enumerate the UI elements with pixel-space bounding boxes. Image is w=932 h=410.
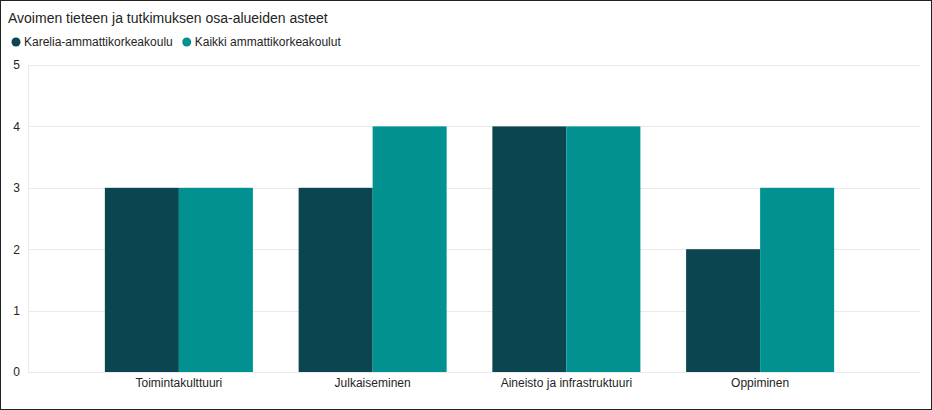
y-axis-line [28,66,29,373]
chart: Avoimen tieteen ja tutkimuksen osa-aluei… [0,0,932,410]
chart-frame [1,1,932,410]
y-tick: 0 [13,365,28,379]
y-axis: 0 1 2 3 4 5 [13,58,28,379]
x-tick-label: Oppiminen [731,376,789,390]
bar [686,249,760,372]
bar [105,188,179,372]
x-axis-line [28,372,920,373]
grid [28,66,920,373]
legend-label: Kaikki ammattikorkeakoulut [195,35,342,49]
chart-title: Avoimen tieteen ja tutkimuksen osa-aluei… [8,10,328,26]
y-tick-label: 4 [13,120,20,134]
y-tick-label: 2 [13,243,20,257]
y-tick-label: 0 [13,365,20,379]
legend-marker [182,38,191,47]
legend-label: Karelia-ammattikorkeakoulu [24,35,173,49]
x-tick: Toimintakulttuuri [136,372,223,390]
grid-line [28,372,920,373]
y-tick: 5 [13,58,28,72]
bars [105,126,834,372]
y-tick: 1 [13,304,28,318]
x-tick: Oppiminen [731,372,789,390]
legend-marker [12,38,21,47]
y-tick: 4 [13,120,28,134]
x-axis: Toimintakulttuuri Julkaiseminen Aineisto j… [28,372,920,390]
bar [179,188,253,372]
y-tick-label: 1 [13,304,20,318]
x-tick-label: Julkaiseminen [335,376,411,390]
x-tick: Julkaiseminen [335,372,411,390]
bar [566,126,640,372]
bar [760,188,834,372]
y-tick-label: 5 [13,58,20,72]
x-tick-label: Aineisto ja infrastruktuuri [501,376,632,390]
bar [492,126,566,372]
y-tick: 3 [13,181,28,195]
grid-line [28,126,920,127]
bar [373,126,447,372]
bar [299,188,373,372]
x-tick-label: Toimintakulttuuri [136,376,223,390]
y-tick-label: 3 [13,181,20,195]
y-tick: 2 [13,243,28,257]
legend: Karelia-ammattikorkeakoulu Kaikki ammatti… [12,35,342,49]
x-tick: Aineisto ja infrastruktuuri [501,372,632,390]
grid-line [28,65,920,66]
